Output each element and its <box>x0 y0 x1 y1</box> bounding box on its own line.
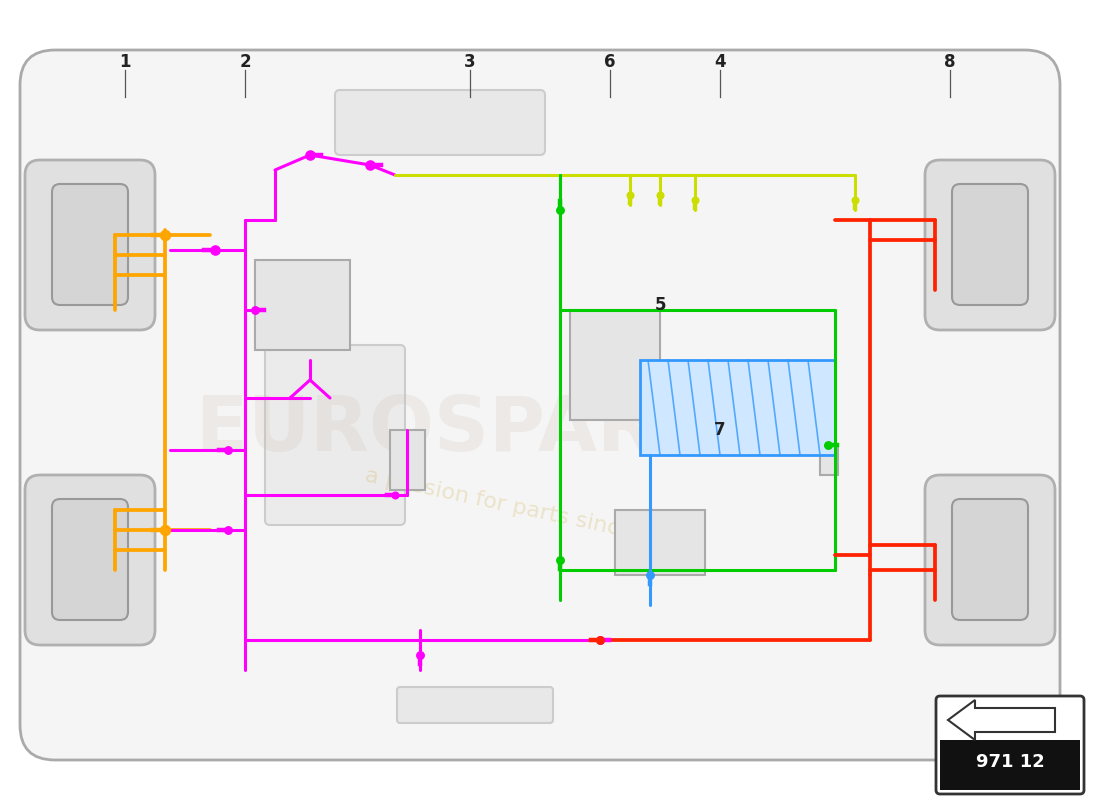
FancyBboxPatch shape <box>25 475 155 645</box>
Text: 1: 1 <box>119 53 131 71</box>
Bar <box>640 360 835 455</box>
Text: 8: 8 <box>944 53 956 71</box>
FancyBboxPatch shape <box>52 499 128 620</box>
FancyBboxPatch shape <box>336 90 544 155</box>
Text: 971 12: 971 12 <box>976 753 1044 771</box>
Bar <box>390 430 425 490</box>
Text: EUROSPARES: EUROSPARES <box>197 393 763 467</box>
Text: 5: 5 <box>654 296 666 314</box>
Polygon shape <box>948 700 1055 740</box>
Text: 2: 2 <box>239 53 251 71</box>
FancyBboxPatch shape <box>265 345 405 525</box>
Bar <box>820 445 838 475</box>
Text: 6: 6 <box>604 53 616 71</box>
Text: 4: 4 <box>714 53 726 71</box>
FancyBboxPatch shape <box>952 184 1028 305</box>
Bar <box>570 310 660 420</box>
Bar <box>940 740 1080 790</box>
Text: 7: 7 <box>714 421 726 439</box>
FancyBboxPatch shape <box>52 184 128 305</box>
FancyBboxPatch shape <box>25 160 155 330</box>
Bar <box>255 260 350 350</box>
Text: 3: 3 <box>464 53 476 71</box>
FancyBboxPatch shape <box>925 475 1055 645</box>
Bar <box>615 510 705 575</box>
FancyBboxPatch shape <box>925 160 1055 330</box>
FancyBboxPatch shape <box>936 696 1084 794</box>
FancyBboxPatch shape <box>397 687 553 723</box>
FancyBboxPatch shape <box>952 499 1028 620</box>
FancyBboxPatch shape <box>20 50 1060 760</box>
Text: a passion for parts since 1965: a passion for parts since 1965 <box>363 465 696 555</box>
